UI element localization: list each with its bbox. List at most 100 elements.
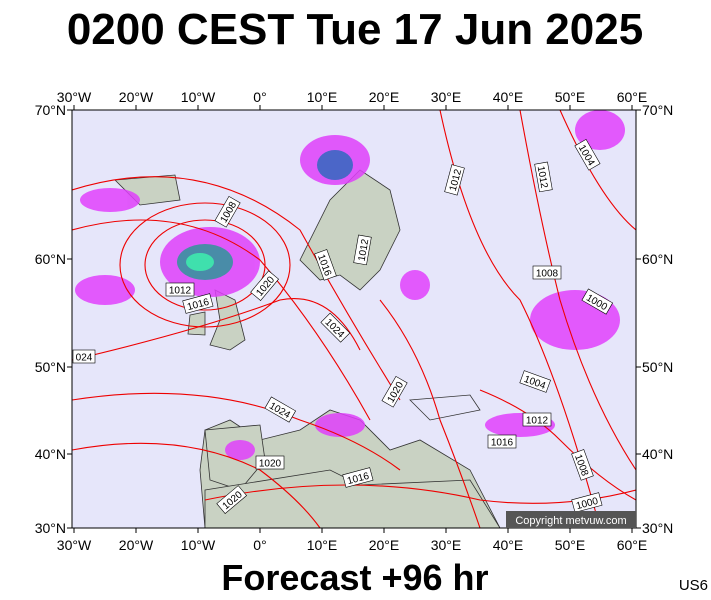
isobar bbox=[72, 442, 321, 528]
map-code: US6 bbox=[679, 577, 708, 594]
lon-label: 10°E bbox=[307, 537, 338, 553]
isobar-label-box bbox=[519, 370, 551, 393]
isobar bbox=[439, 110, 601, 528]
precipitation bbox=[75, 110, 625, 460]
isobar-label-box bbox=[314, 249, 337, 281]
isobar bbox=[144, 219, 266, 311]
lon-label: 20°W bbox=[119, 537, 154, 553]
lon-label: 40°E bbox=[493, 537, 524, 553]
copyright: Copyright metvuw.com bbox=[515, 515, 626, 527]
forecast-label: Forecast +96 hr bbox=[221, 557, 488, 598]
isobar bbox=[72, 176, 401, 401]
lat-label: 30°N bbox=[642, 520, 673, 536]
isobar-label: 1012 bbox=[522, 412, 552, 427]
rain-area bbox=[575, 110, 625, 150]
isobar-label-box bbox=[444, 164, 465, 196]
isobar-label-text: 1012 bbox=[535, 165, 550, 189]
lon-label: 10°E bbox=[307, 89, 338, 105]
isobar-label-box bbox=[353, 234, 372, 266]
isobar-label: 1008 bbox=[532, 265, 562, 280]
isobar-label-box bbox=[264, 396, 297, 423]
isobar-label: 1012 bbox=[165, 282, 195, 297]
lon-label: 10°W bbox=[181, 537, 216, 553]
lat-label: 60°N bbox=[642, 251, 673, 267]
lat-label: 50°N bbox=[35, 359, 66, 375]
labels: 30°W 30°W 20°W 20°W 10°W 10°W 0° 0° 10°E 10°E 20°E… bbox=[35, 89, 674, 553]
lon-label: 20°E bbox=[369, 537, 400, 553]
lat-label: 70°N bbox=[35, 102, 66, 118]
isobar-label-box bbox=[255, 455, 285, 470]
isobar-label-box bbox=[532, 265, 562, 280]
lon-label: 30°E bbox=[431, 89, 462, 105]
isobar-label-text: 024 bbox=[76, 353, 93, 364]
rain-area bbox=[530, 290, 620, 350]
isobar-label-box bbox=[320, 312, 351, 343]
lat-label: 40°N bbox=[35, 446, 66, 462]
isobar-label-box bbox=[342, 467, 374, 488]
isobar-label-box bbox=[165, 282, 195, 297]
lon-label: 50°E bbox=[555, 537, 586, 553]
isobar-label-box bbox=[581, 288, 614, 315]
isobar bbox=[119, 202, 291, 328]
isobar-label-box bbox=[522, 412, 552, 427]
isobar-label-text: 1016 bbox=[491, 438, 514, 449]
isobar-label-box bbox=[381, 375, 408, 408]
ireland bbox=[187, 311, 206, 336]
isobar-label-box bbox=[487, 434, 517, 449]
isobar-label-text: 1012 bbox=[526, 416, 549, 427]
isobar-label-box bbox=[534, 161, 553, 193]
lon-label: 30°W bbox=[57, 537, 92, 553]
rain-core bbox=[317, 150, 353, 180]
isobar bbox=[479, 389, 636, 501]
isobar-label-box bbox=[182, 293, 214, 314]
lon-label: 10°W bbox=[181, 89, 216, 105]
lat-label: 50°N bbox=[642, 359, 673, 375]
lon-label: 60°E bbox=[617, 89, 648, 105]
isobar bbox=[559, 110, 636, 231]
rain-core bbox=[186, 253, 214, 271]
lon-label: 0° bbox=[253, 537, 266, 553]
isobar-label-box bbox=[250, 270, 280, 302]
isobar bbox=[519, 110, 636, 471]
isobar-label-text: 1020 bbox=[259, 459, 282, 470]
lat-label: 30°N bbox=[35, 520, 66, 536]
map-frame bbox=[71, 109, 637, 529]
rain-area bbox=[75, 275, 135, 305]
title: 0200 CEST Tue 17 Jun 2025 bbox=[67, 5, 643, 54]
isobar-label-box bbox=[574, 138, 601, 171]
lon-label: 60°E bbox=[617, 537, 648, 553]
lat-label: 60°N bbox=[35, 251, 66, 267]
isobar bbox=[72, 219, 371, 421]
lon-label: 0° bbox=[253, 89, 266, 105]
isobar-label: 1012 bbox=[353, 234, 372, 266]
lon-label: 20°W bbox=[119, 89, 154, 105]
isobar-label-box bbox=[571, 449, 594, 481]
isobar-label-box bbox=[216, 485, 248, 515]
map-body bbox=[71, 109, 637, 529]
rain-area bbox=[225, 440, 255, 460]
isobar bbox=[72, 298, 361, 361]
lon-label: 50°E bbox=[555, 89, 586, 105]
isobar bbox=[379, 299, 481, 528]
isobar-label-text: 1012 bbox=[169, 286, 192, 297]
isobar-label: 024 bbox=[72, 349, 96, 364]
copyright-box bbox=[506, 511, 636, 528]
rain-area bbox=[315, 413, 365, 437]
lon-label: 30°E bbox=[431, 537, 462, 553]
isobar-label-text: 1008 bbox=[536, 269, 559, 280]
isobar-label-text: 1012 bbox=[357, 238, 372, 262]
isobar-label-box bbox=[72, 349, 96, 364]
isobar-label: 1012 bbox=[534, 161, 553, 193]
isobar-label-box bbox=[214, 195, 241, 228]
lon-label: 40°E bbox=[493, 89, 524, 105]
lat-label: 40°N bbox=[642, 446, 673, 462]
black-sea bbox=[409, 394, 481, 421]
lat-label: 70°N bbox=[642, 102, 673, 118]
isobar-label-box bbox=[571, 492, 603, 513]
isobar-label: 1016 bbox=[487, 434, 517, 449]
isobar-label: 1020 bbox=[255, 455, 285, 470]
lon-label: 20°E bbox=[369, 89, 400, 105]
rain-area bbox=[80, 188, 140, 212]
lon-label: 30°W bbox=[57, 89, 92, 105]
